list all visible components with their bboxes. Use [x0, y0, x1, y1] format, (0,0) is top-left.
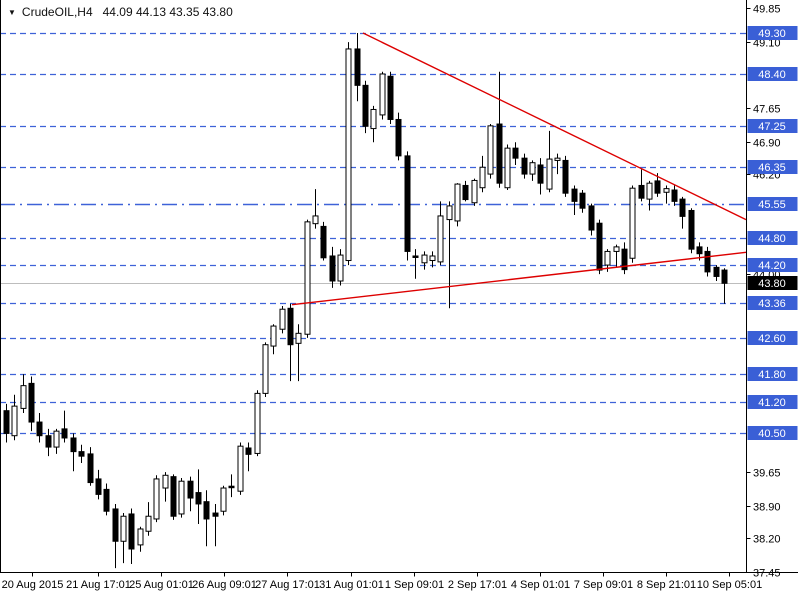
svg-text:45.55: 45.55: [758, 199, 786, 211]
svg-text:27 Aug 17:01: 27 Aug 17:01: [255, 579, 320, 591]
svg-text:1 Sep 09:01: 1 Sep 09:01: [385, 579, 444, 591]
svg-text:2 Sep 17:01: 2 Sep 17:01: [448, 579, 507, 591]
svg-text:43.80: 43.80: [758, 278, 786, 290]
svg-text:20 Aug 2015: 20 Aug 2015: [2, 579, 64, 591]
descending-resistance: [362, 32, 747, 221]
svg-text:25 Aug 01:01: 25 Aug 01:01: [129, 579, 194, 591]
svg-text:37.45: 37.45: [753, 568, 781, 580]
svg-text:44.20: 44.20: [758, 260, 786, 272]
level-labels: 49.30 48.40 47.25 46.35 45.55 44.80 44.20 43.36…: [747, 26, 798, 440]
symbol-timeframe-label: CrudeOIL,H4: [21, 5, 93, 19]
svg-text:41.80: 41.80: [758, 369, 786, 381]
axes: [0, 0, 798, 573]
svg-text:41.20: 41.20: [758, 397, 786, 409]
symbol-dropdown-icon[interactable]: ▼: [8, 7, 16, 17]
candles: [3, 33, 728, 569]
svg-text:39.65: 39.65: [753, 468, 781, 480]
chart-title-bar: ▼ CrudeOIL,H4 44.09 44.13 43.35 43.80: [8, 5, 233, 19]
svg-text:38.90: 38.90: [753, 502, 781, 514]
svg-text:47.65: 47.65: [753, 104, 781, 116]
svg-text:47.25: 47.25: [758, 121, 786, 133]
level-lines: [0, 32, 747, 435]
ohlc-values: 44.09 44.13 43.35 43.80: [102, 5, 233, 19]
svg-text:8 Sep 21:01: 8 Sep 21:01: [637, 579, 696, 591]
svg-text:26 Aug 09:01: 26 Aug 09:01: [192, 579, 257, 591]
svg-text:10 Sep 05:01: 10 Sep 05:01: [697, 579, 762, 591]
svg-text:38.20: 38.20: [753, 534, 781, 546]
svg-text:46.90: 46.90: [753, 138, 781, 150]
y-axis-ticks: 49.8549.1047.6546.9046.2044.0039.6538.90…: [746, 4, 781, 580]
svg-text:43.36: 43.36: [758, 298, 786, 310]
svg-text:40.50: 40.50: [758, 428, 786, 440]
svg-text:21 Aug 17:01: 21 Aug 17:01: [66, 579, 131, 591]
svg-text:7 Sep 09:01: 7 Sep 09:01: [574, 579, 633, 591]
svg-text:46.35: 46.35: [758, 162, 786, 174]
svg-text:42.60: 42.60: [758, 333, 786, 345]
svg-text:49.85: 49.85: [753, 4, 781, 16]
svg-text:44.80: 44.80: [758, 233, 786, 245]
svg-text:48.40: 48.40: [758, 69, 786, 81]
svg-text:49.10: 49.10: [753, 38, 781, 50]
svg-text:31 Aug 01:01: 31 Aug 01:01: [319, 579, 384, 591]
svg-text:49.30: 49.30: [758, 28, 786, 40]
trendlines: [291, 32, 747, 306]
ascending-support: [291, 251, 747, 306]
current-price-label: 43.80: [747, 276, 798, 290]
svg-text:4 Sep 01:01: 4 Sep 01:01: [511, 579, 570, 591]
